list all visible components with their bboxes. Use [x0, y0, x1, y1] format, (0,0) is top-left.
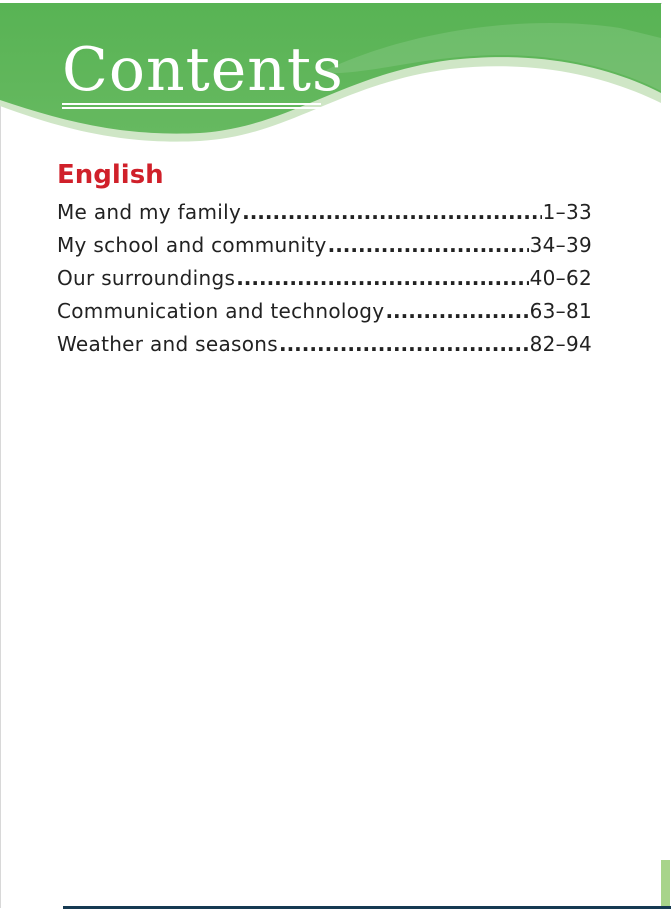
toc-label: My school and community — [57, 233, 327, 257]
section-heading: English — [57, 160, 164, 190]
toc-entry[interactable]: Communication and technology 63–81 — [57, 299, 592, 332]
toc-label: Me and my family — [57, 200, 242, 224]
toc-pages: 40–62 — [529, 266, 592, 290]
toc-entry[interactable]: Me and my family 1–33 — [57, 200, 592, 233]
toc-pages: 82–94 — [529, 332, 592, 356]
page — [0, 3, 662, 908]
toc-label: Communication and technology — [57, 299, 385, 323]
leader-dots — [236, 266, 528, 290]
header-banner — [0, 3, 661, 142]
leader-dots — [328, 233, 529, 257]
toc-pages: 34–39 — [529, 233, 592, 257]
page-edge-tab — [661, 860, 670, 906]
toc-label: Our surroundings — [57, 266, 236, 290]
leader-dots — [385, 299, 528, 323]
toc-pages: 1–33 — [542, 200, 592, 224]
leader-dots — [242, 200, 542, 224]
toc-label: Weather and seasons — [57, 332, 278, 356]
bottom-rule — [63, 906, 671, 909]
page-title: Contents — [62, 35, 344, 105]
toc-entry[interactable]: My school and community 34–39 — [57, 233, 592, 266]
toc-entry[interactable]: Weather and seasons 82–94 — [57, 332, 592, 365]
table-of-contents: Me and my family 1–33 My school and commu… — [57, 200, 592, 365]
leader-dots — [279, 332, 529, 356]
toc-pages: 63–81 — [529, 299, 592, 323]
title-underline — [62, 103, 321, 109]
toc-entry[interactable]: Our surroundings 40–62 — [57, 266, 592, 299]
